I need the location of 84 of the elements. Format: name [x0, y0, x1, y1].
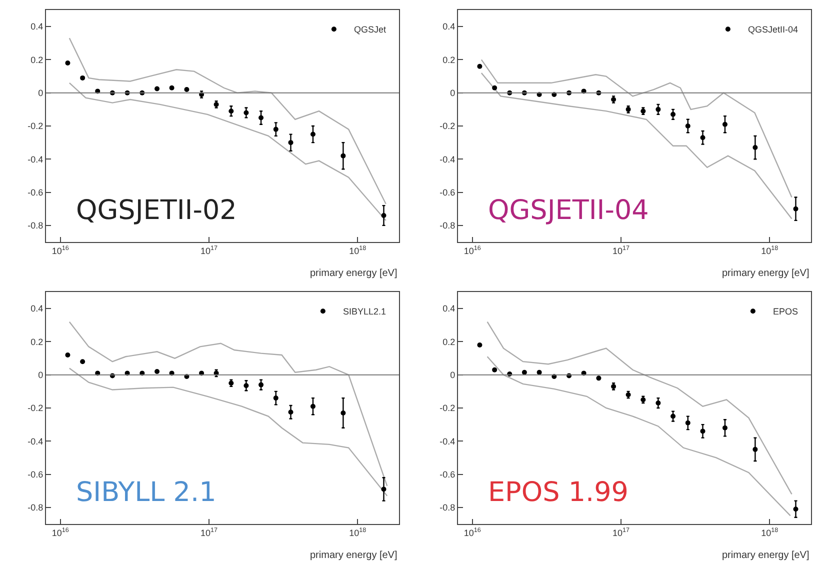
x-axis-title: primary energy [eV] — [722, 550, 810, 561]
y-tick-label: -0.8 — [28, 220, 44, 231]
point — [169, 85, 174, 90]
point — [477, 64, 482, 69]
y-tick-label: 0.2 — [30, 336, 44, 347]
point — [522, 370, 527, 375]
x-axis-title: primary energy [eV] — [722, 268, 810, 279]
y-tick-label: -0.2 — [28, 403, 44, 414]
point — [492, 367, 498, 372]
point — [685, 124, 690, 128]
y-tick-label: 0 — [450, 370, 456, 380]
x-tick-label: 10$^{18}$ — [349, 245, 367, 256]
point — [184, 87, 190, 92]
point — [258, 115, 264, 120]
y-tick-label: -0.4 — [440, 154, 456, 164]
y-tick-label: -0.6 — [440, 469, 456, 480]
y-tick-label: -0.4 — [440, 436, 456, 446]
y-tick-label: -0.8 — [28, 502, 44, 513]
x-tick-label: 10$^{18}$ — [761, 245, 779, 256]
y-tick-label: 0.4 — [30, 22, 44, 32]
x-tick-label: 10$^{17}$ — [612, 245, 630, 256]
y-tick-label: -0.6 — [440, 187, 456, 198]
x-tick-label: 10$^{16}$ — [52, 245, 70, 256]
point — [685, 420, 690, 426]
y-tick-label: -0.2 — [440, 403, 456, 414]
y-tick-label: -0.8 — [440, 502, 456, 513]
y-tick-label: 0 — [38, 88, 44, 98]
point — [244, 110, 249, 116]
y-tick-label: 0.2 — [442, 54, 456, 65]
legend-label: QGSJetII-04 — [748, 24, 798, 35]
point — [273, 126, 278, 132]
y-tick-label: -0.8 — [440, 220, 456, 231]
y-tick-label: -0.4 — [28, 436, 44, 446]
point — [80, 75, 86, 80]
point — [288, 140, 294, 146]
legend-label: SIBYLL2.1 — [342, 306, 386, 317]
y-tick-label: 0.4 — [30, 304, 44, 314]
y-tick-label: 0.2 — [442, 336, 456, 347]
x-tick-label: 10$^{17}$ — [200, 527, 218, 538]
point — [670, 112, 676, 117]
annotation: QGSJETII-04 — [488, 195, 649, 226]
y-tick-label: 0.4 — [442, 304, 456, 314]
y-tick-label: 0.4 — [442, 22, 456, 32]
point — [477, 342, 482, 348]
point — [244, 383, 249, 388]
point — [80, 359, 86, 364]
legend-label: QGSJet — [354, 24, 386, 35]
y-tick-label: -0.6 — [28, 187, 44, 198]
point — [700, 135, 706, 140]
annotation: QGSJETII-02 — [76, 195, 237, 226]
point — [596, 376, 602, 381]
annotation: SIBYLL 2.1 — [76, 477, 216, 508]
y-tick-label: -0.2 — [440, 121, 456, 132]
legend-label: EPOS — [772, 306, 798, 317]
point — [65, 352, 70, 358]
point — [656, 400, 661, 406]
x-axis-title: primary energy [eV] — [310, 268, 398, 279]
x-tick-label: 10$^{18}$ — [349, 527, 367, 538]
point — [154, 86, 160, 92]
y-tick-label: 0 — [38, 370, 44, 380]
x-tick-label: 10$^{16}$ — [464, 527, 482, 538]
point — [670, 414, 676, 419]
x-tick-label: 10$^{16}$ — [52, 527, 70, 538]
point — [288, 410, 294, 415]
point — [656, 106, 661, 112]
point — [536, 370, 542, 375]
y-tick-label: -0.4 — [28, 154, 44, 164]
y-tick-label: 0 — [450, 88, 456, 98]
y-tick-label: 0.2 — [30, 54, 44, 65]
point — [65, 60, 70, 66]
annotation: EPOS 1.99 — [488, 477, 628, 508]
point — [273, 396, 278, 401]
x-tick-label: 10$^{17}$ — [200, 245, 218, 256]
point — [258, 382, 264, 388]
point — [154, 369, 160, 374]
point — [228, 108, 234, 114]
y-tick-label: -0.6 — [28, 469, 44, 480]
x-tick-label: 10$^{16}$ — [464, 245, 482, 256]
y-tick-label: -0.2 — [28, 121, 44, 132]
point — [700, 428, 706, 434]
point — [492, 85, 498, 90]
x-axis-title: primary energy [eV] — [310, 550, 398, 561]
x-tick-label: 10$^{18}$ — [761, 527, 779, 538]
x-tick-label: 10$^{17}$ — [612, 527, 630, 538]
